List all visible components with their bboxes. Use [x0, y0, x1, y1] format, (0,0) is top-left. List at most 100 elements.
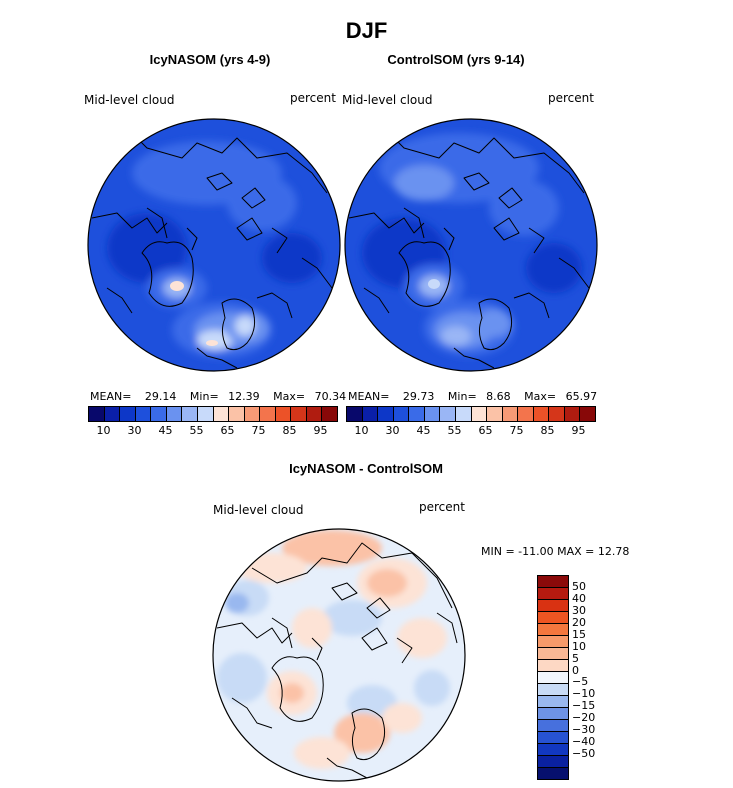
colorbar-tick-label: 15: [572, 627, 586, 641]
colorbar-swatch: [151, 407, 167, 421]
colorbar-swatch: [538, 684, 568, 696]
colorbar-swatch: [538, 672, 568, 684]
colorbar-tick-label: 75: [509, 424, 524, 437]
diff-units-label: percent: [419, 500, 465, 514]
colorbar-tick-label: 55: [189, 424, 204, 437]
colorbar-swatch: [120, 407, 136, 421]
colorbar-tick-label: 50: [572, 579, 586, 593]
colorbar-tick-label: 20: [572, 615, 586, 629]
colorbar-swatch: [580, 407, 595, 421]
panel-2-max-label: Max=: [524, 390, 557, 403]
colorbar-swatch: [549, 407, 565, 421]
panel-2-min-value: 8.68: [486, 390, 511, 403]
panel-1-mean-value: 29.14: [144, 390, 177, 403]
panel-2-units-label: percent: [548, 91, 594, 105]
colorbar-swatch: [362, 407, 379, 421]
colorbar-tick-label: 5: [572, 651, 579, 665]
panel-2-stats: MEAN= 29.73 Min= 8.68 Max= 65.97: [348, 390, 597, 403]
colorbar-swatch: [518, 407, 534, 421]
colorbar-swatch: [378, 407, 394, 421]
diff-panel-title: IcyNASOM - ControlSOM: [289, 461, 443, 476]
colorbar-swatch: [135, 407, 152, 421]
colorbar-tick-label: 65: [220, 424, 235, 437]
panel-1-greenland-max: [170, 281, 184, 291]
colorbar-tick-label: 45: [158, 424, 173, 437]
colorbar-tick-label: 40: [572, 591, 586, 605]
colorbar-tick-label: 30: [572, 603, 586, 617]
colorbar-tick-label: 0: [572, 663, 579, 677]
colorbar-tick-label: −5: [572, 675, 589, 689]
colorbar-tick-label: −15: [572, 699, 596, 713]
colorbar-tick-label: 65: [478, 424, 493, 437]
colorbar-tick-label: 55: [447, 424, 462, 437]
colorbar-swatch: [291, 407, 307, 421]
colorbar-swatch: [409, 407, 425, 421]
colorbar-tick-label: 10: [354, 424, 369, 437]
colorbar-swatch: [197, 407, 214, 421]
diff-polar-map: [212, 528, 466, 782]
panel-1-polar-map: [87, 118, 341, 372]
colorbar-tick-label: 95: [313, 424, 328, 437]
panel-1-colorbar: [88, 406, 338, 422]
colorbar-swatch: [455, 407, 472, 421]
colorbar-swatch: [538, 600, 568, 612]
colorbar-swatch: [393, 407, 410, 421]
colorbar-swatch: [244, 407, 261, 421]
colorbar-swatch: [213, 407, 230, 421]
panel-1-max-label: Max=: [273, 390, 306, 403]
panel-1-max-value: 70.34: [314, 390, 347, 403]
colorbar-swatch: [260, 407, 276, 421]
panel-2-mean-value: 29.73: [402, 390, 435, 403]
panel-1-min-label: Min=: [189, 390, 219, 403]
colorbar-swatch: [538, 720, 568, 732]
colorbar-tick-label: 95: [571, 424, 586, 437]
colorbar-tick-label: 85: [540, 424, 555, 437]
diff-minmax-text: MIN = -11.00 MAX = 12.78: [481, 545, 630, 558]
colorbar-swatch: [487, 407, 503, 421]
colorbar-tick-label: −30: [572, 723, 596, 737]
colorbar-swatch: [322, 407, 337, 421]
colorbar-swatch: [538, 696, 568, 708]
panel-1-variable-label: Mid-level cloud: [84, 93, 175, 107]
colorbar-tick-label: 10: [96, 424, 111, 437]
colorbar-swatch: [538, 744, 568, 756]
colorbar-swatch: [182, 407, 198, 421]
colorbar-swatch: [89, 407, 105, 421]
panel-2-min-label: Min=: [447, 390, 477, 403]
colorbar-swatch: [166, 407, 183, 421]
colorbar-swatch: [275, 407, 292, 421]
panel-2-colorbar: [346, 406, 596, 422]
colorbar-tick-label: −20: [572, 711, 596, 725]
panel-1-min-value: 12.39: [228, 390, 260, 403]
panel-2-mean-label: MEAN=: [348, 390, 390, 403]
colorbar-tick-label: −40: [572, 735, 596, 749]
colorbar-swatch: [538, 756, 568, 768]
colorbar-tick-label: −10: [572, 687, 596, 701]
colorbar-swatch: [538, 732, 568, 744]
panel-1-stats: MEAN= 29.14 Min= 12.39 Max= 70.34: [90, 390, 346, 403]
colorbar-swatch: [533, 407, 550, 421]
colorbar-swatch: [229, 407, 245, 421]
colorbar-tick-label: 30: [385, 424, 400, 437]
colorbar-swatch: [538, 576, 568, 588]
colorbar-tick-label: 75: [251, 424, 266, 437]
colorbar-swatch: [564, 407, 581, 421]
panel-1-mean-label: MEAN=: [90, 390, 132, 403]
colorbar-swatch: [538, 708, 568, 720]
panel-1-title: IcyNASOM (yrs 4-9): [149, 52, 271, 67]
colorbar-swatch: [471, 407, 488, 421]
panel-2-title: ControlSOM (yrs 9-14): [387, 52, 525, 67]
colorbar-swatch: [502, 407, 519, 421]
panel-1-units-label: percent: [290, 91, 336, 105]
colorbar-swatch: [538, 636, 568, 648]
colorbar-swatch: [347, 407, 363, 421]
panel-2-polar-map: [344, 118, 598, 372]
diff-variable-label: Mid-level cloud: [213, 503, 304, 517]
diff-colorbar: [537, 575, 569, 780]
colorbar-tick-label: 45: [416, 424, 431, 437]
colorbar-swatch: [104, 407, 121, 421]
colorbar-swatch: [538, 660, 568, 672]
colorbar-tick-label: 10: [572, 639, 586, 653]
colorbar-swatch: [538, 624, 568, 636]
colorbar-swatch: [306, 407, 323, 421]
